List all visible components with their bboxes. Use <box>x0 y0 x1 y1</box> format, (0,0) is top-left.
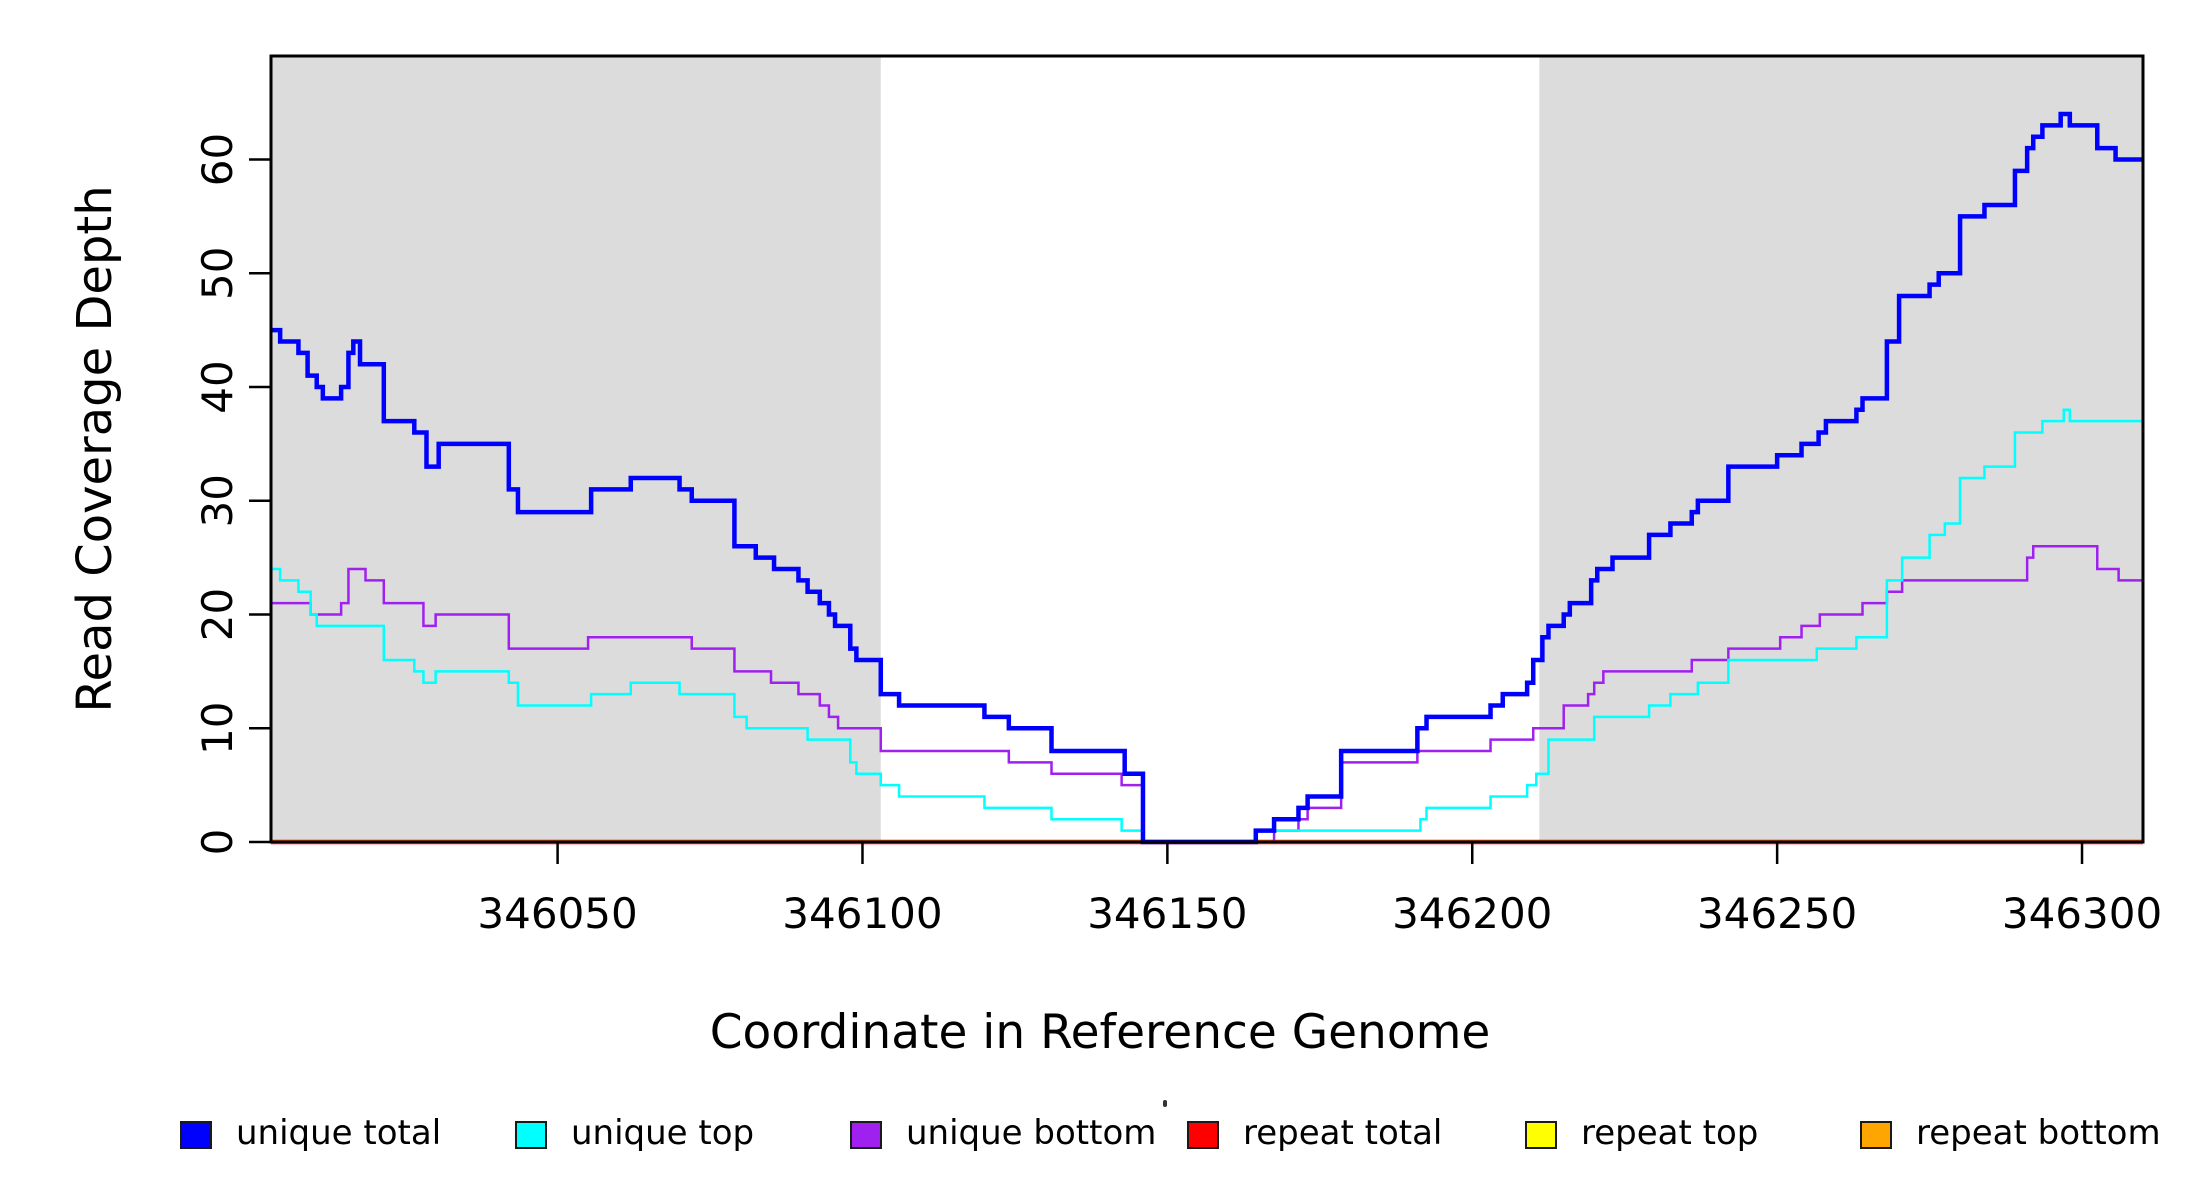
x-tick-label: 346150 <box>1087 889 1247 938</box>
legend-swatch-icon <box>515 1121 547 1149</box>
legend-label: repeat top <box>1581 1113 1759 1153</box>
plot-frame <box>269 54 2145 844</box>
legend-item-unique-top: unique top <box>515 1116 754 1154</box>
x-tick-label: 346200 <box>1392 889 1552 938</box>
legend-swatch-icon <box>850 1121 882 1149</box>
legend-swatch-icon <box>180 1121 212 1149</box>
shaded-region <box>271 56 881 842</box>
y-tick-label: 60 <box>193 133 242 186</box>
legend-label: unique top <box>571 1113 755 1153</box>
y-tick-label: 30 <box>193 474 242 527</box>
stray-mark <box>1163 1100 1167 1107</box>
legend-label: unique bottom <box>906 1113 1157 1153</box>
x-tick-label: 346250 <box>1697 889 1857 938</box>
legend-item-unique-bottom: unique bottom <box>850 1116 1156 1154</box>
y-tick-label: 10 <box>193 702 242 755</box>
legend-item-repeat-top: repeat top <box>1525 1116 1758 1154</box>
shaded-region <box>1539 56 2143 842</box>
x-tick-label: 346050 <box>477 889 637 938</box>
series-unique-total <box>271 111 2143 845</box>
legend: unique total unique top unique bottom repea… <box>0 1116 2200 1166</box>
legend-swatch-icon <box>1525 1121 1557 1149</box>
y-tick-label: 20 <box>193 588 242 641</box>
y-tick-label: 50 <box>193 247 242 300</box>
x-tick-label: 346100 <box>782 889 942 938</box>
legend-item-repeat-total: repeat total <box>1187 1116 1442 1154</box>
legend-label: unique total <box>236 1113 442 1153</box>
legend-item-repeat-bottom: repeat bottom <box>1860 1116 2161 1154</box>
legend-label: repeat total <box>1243 1113 1443 1153</box>
y-axis-title: Read Coverage Depth <box>67 185 123 713</box>
legend-swatch-icon <box>1187 1121 1219 1149</box>
y-tick-label: 0 <box>193 829 242 856</box>
x-tick-label: 346300 <box>2002 889 2162 938</box>
y-tick-label: 40 <box>193 360 242 413</box>
legend-label: repeat bottom <box>1916 1113 2161 1153</box>
legend-item-unique-total: unique total <box>180 1116 441 1154</box>
legend-swatch-icon <box>1860 1121 1892 1149</box>
x-axis-title: Coordinate in Reference Genome <box>709 1005 1491 1060</box>
